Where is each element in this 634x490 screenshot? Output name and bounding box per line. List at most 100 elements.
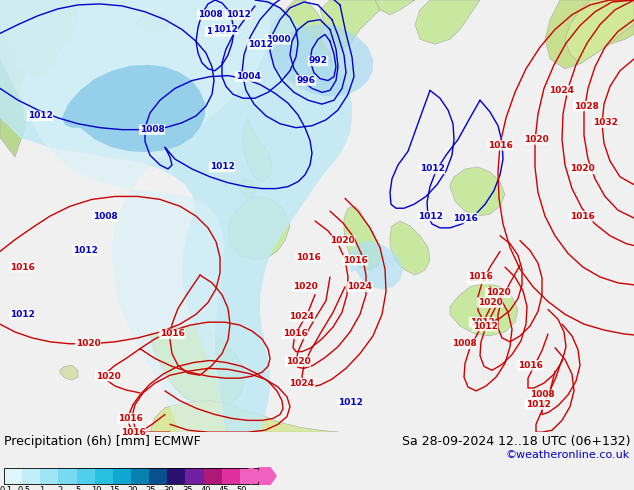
Bar <box>131 468 149 484</box>
Text: 45: 45 <box>218 486 229 490</box>
Text: 1020: 1020 <box>96 372 120 381</box>
Text: 1028: 1028 <box>574 101 598 111</box>
Text: Precipitation (6h) [mm] ECMWF: Precipitation (6h) [mm] ECMWF <box>4 435 201 448</box>
Polygon shape <box>0 0 352 432</box>
Polygon shape <box>150 326 245 408</box>
Text: 1008: 1008 <box>93 212 117 220</box>
Polygon shape <box>565 0 634 64</box>
Text: 1012: 1012 <box>205 27 230 36</box>
Bar <box>113 468 131 484</box>
Text: 25: 25 <box>146 486 156 490</box>
Text: 1012: 1012 <box>72 246 98 255</box>
Text: 1008: 1008 <box>139 125 164 134</box>
Text: 1008: 1008 <box>451 339 476 348</box>
Text: 15: 15 <box>110 486 120 490</box>
Text: 1020: 1020 <box>569 165 595 173</box>
Text: 1: 1 <box>39 486 45 490</box>
Text: 1020: 1020 <box>477 298 502 307</box>
Text: 1012: 1012 <box>10 310 34 319</box>
Text: 1012: 1012 <box>526 400 550 409</box>
Bar <box>167 468 185 484</box>
Text: 1016: 1016 <box>283 329 307 339</box>
Text: 1012: 1012 <box>420 165 444 173</box>
Bar <box>222 468 240 484</box>
Text: 1016: 1016 <box>569 212 595 220</box>
Bar <box>185 468 204 484</box>
Bar <box>4 468 22 484</box>
Text: 1020: 1020 <box>286 357 311 366</box>
Text: 1016: 1016 <box>488 141 512 150</box>
Bar <box>41 468 58 484</box>
Text: 1020: 1020 <box>75 339 100 348</box>
Bar <box>22 468 41 484</box>
Text: 1012: 1012 <box>212 25 238 34</box>
Polygon shape <box>0 0 270 432</box>
Text: 1012: 1012 <box>27 111 53 121</box>
Text: 992: 992 <box>309 56 328 65</box>
Text: 1020: 1020 <box>293 282 318 292</box>
Polygon shape <box>242 118 272 182</box>
Text: 5: 5 <box>75 486 81 490</box>
Text: 1000: 1000 <box>266 35 290 44</box>
Polygon shape <box>344 206 382 270</box>
Polygon shape <box>150 401 340 432</box>
Text: 2: 2 <box>58 486 63 490</box>
Text: 35: 35 <box>182 486 193 490</box>
Polygon shape <box>415 0 480 44</box>
Polygon shape <box>348 241 403 290</box>
Text: 996: 996 <box>297 76 316 85</box>
Text: 40: 40 <box>200 486 210 490</box>
Text: 1016: 1016 <box>342 256 368 265</box>
Text: 1016: 1016 <box>160 329 184 339</box>
Text: 1032: 1032 <box>593 118 618 127</box>
Text: 1004: 1004 <box>236 72 261 81</box>
Bar <box>58 468 77 484</box>
Polygon shape <box>60 366 78 380</box>
Text: 1016: 1016 <box>10 263 34 271</box>
Text: 1020: 1020 <box>330 236 354 245</box>
Text: 1016: 1016 <box>117 414 143 423</box>
Polygon shape <box>270 24 373 96</box>
Polygon shape <box>238 179 256 198</box>
Text: 1012: 1012 <box>470 318 495 327</box>
FancyArrow shape <box>258 466 277 486</box>
Polygon shape <box>450 283 518 336</box>
Text: 30: 30 <box>164 486 174 490</box>
Text: 20: 20 <box>127 486 138 490</box>
Text: 1016: 1016 <box>467 274 493 283</box>
Text: ©weatheronline.co.uk: ©weatheronline.co.uk <box>506 450 630 460</box>
Text: 1012: 1012 <box>472 321 498 331</box>
Polygon shape <box>0 0 30 157</box>
Text: Sa 28-09-2024 12..18 UTC (06+132): Sa 28-09-2024 12..18 UTC (06+132) <box>401 435 630 448</box>
Text: 1012: 1012 <box>210 163 235 172</box>
Text: 0.5: 0.5 <box>17 486 30 490</box>
Text: 50: 50 <box>236 486 247 490</box>
Text: 1020: 1020 <box>524 135 548 144</box>
Text: 1012: 1012 <box>337 398 363 407</box>
Polygon shape <box>450 167 505 216</box>
Bar <box>94 468 113 484</box>
Text: 0.1: 0.1 <box>0 486 13 490</box>
Bar <box>149 468 167 484</box>
Polygon shape <box>545 0 634 69</box>
Text: 1016: 1016 <box>295 253 320 262</box>
Polygon shape <box>228 196 290 260</box>
Text: 1016: 1016 <box>467 272 493 281</box>
Bar <box>240 468 258 484</box>
Text: 1012: 1012 <box>247 40 273 49</box>
Polygon shape <box>320 0 380 49</box>
Polygon shape <box>135 12 170 31</box>
Bar <box>204 468 222 484</box>
Text: 1012: 1012 <box>226 10 250 19</box>
Text: 1012: 1012 <box>418 212 443 220</box>
Text: 1024: 1024 <box>290 312 314 321</box>
Polygon shape <box>390 221 430 275</box>
Bar <box>77 468 94 484</box>
Polygon shape <box>0 0 80 78</box>
Text: 1016: 1016 <box>517 361 543 370</box>
Text: 1020: 1020 <box>486 288 510 297</box>
Polygon shape <box>265 0 335 88</box>
Text: 1008: 1008 <box>198 10 223 19</box>
Text: 1024: 1024 <box>550 86 574 95</box>
Text: 1016: 1016 <box>120 428 145 437</box>
